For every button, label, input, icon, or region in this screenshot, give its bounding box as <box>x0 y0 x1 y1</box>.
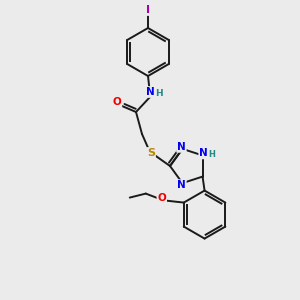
Text: I: I <box>146 5 150 15</box>
Text: N: N <box>199 148 208 158</box>
Text: N: N <box>177 142 186 152</box>
Text: O: O <box>112 97 122 107</box>
Text: N: N <box>177 180 186 190</box>
Text: S: S <box>147 148 155 158</box>
Text: N: N <box>146 87 154 97</box>
Text: H: H <box>208 150 215 159</box>
Text: O: O <box>158 193 166 202</box>
Text: H: H <box>155 88 163 98</box>
